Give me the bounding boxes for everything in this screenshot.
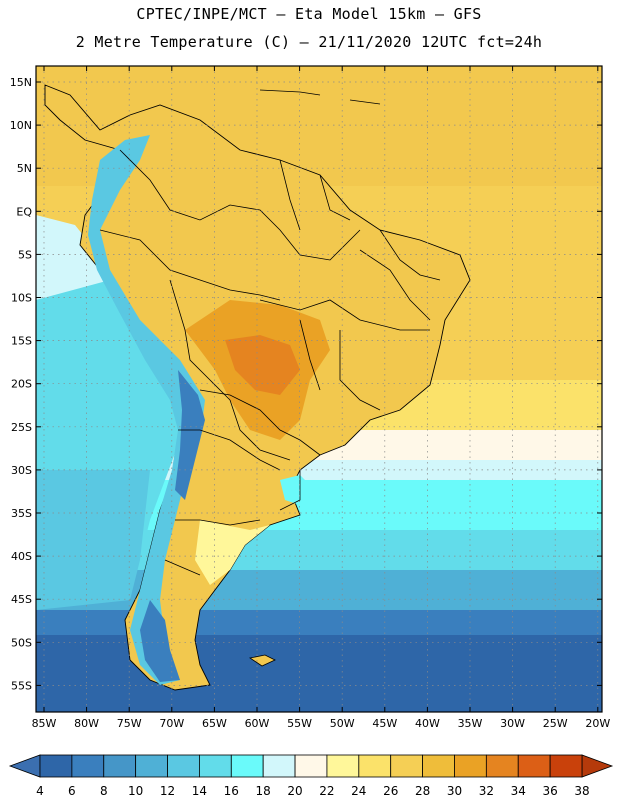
legend-swatches bbox=[39, 754, 583, 778]
lon-label: 50W bbox=[330, 717, 355, 730]
lon-label: 80W bbox=[74, 717, 99, 730]
legend-swatch bbox=[230, 754, 264, 778]
lat-label: 20S bbox=[11, 378, 32, 391]
lat-label: 10S bbox=[11, 292, 32, 305]
legend-label: 8 bbox=[100, 784, 108, 798]
lat-label: 40S bbox=[11, 550, 32, 563]
legend-swatch bbox=[358, 754, 392, 778]
legend-swatch bbox=[294, 754, 328, 778]
legend-swatch bbox=[326, 754, 360, 778]
andes-range bbox=[88, 135, 205, 685]
lon-label: 60W bbox=[245, 717, 270, 730]
lon-label: 75W bbox=[117, 717, 142, 730]
legend-label: 12 bbox=[160, 784, 175, 798]
legend-swatch bbox=[135, 754, 168, 778]
legend-labels: 4 6 8 10 12 14 16 18 20 22 24 26 28 30 32 34 36 38 bbox=[36, 784, 589, 798]
lon-label: 30W bbox=[500, 717, 525, 730]
legend-label: 28 bbox=[415, 784, 430, 798]
axis-ticks bbox=[36, 66, 602, 712]
pacific-light-water bbox=[36, 215, 110, 300]
legend-label: 34 bbox=[511, 784, 526, 798]
andes-south-high bbox=[140, 600, 180, 682]
legend-low-arrow bbox=[8, 754, 41, 778]
legend-swatch bbox=[517, 754, 551, 778]
longitude-labels: 85W 80W 75W 70W 65W 60W 55W 50W 45W 40W 35W 30W 25W 2… bbox=[32, 717, 611, 730]
legend-label: 36 bbox=[542, 784, 557, 798]
lat-label: 5S bbox=[18, 248, 32, 261]
country-borders bbox=[99, 149, 441, 576]
lat-label: 45S bbox=[11, 593, 32, 606]
legend-label: 20 bbox=[287, 784, 302, 798]
legend-label: 4 bbox=[36, 784, 44, 798]
legend-swatch bbox=[71, 754, 105, 778]
ocean-polar bbox=[36, 635, 602, 712]
legend-swatch bbox=[262, 754, 296, 778]
andes-high bbox=[175, 370, 205, 500]
legend-label: 22 bbox=[319, 784, 334, 798]
lat-label: 30S bbox=[11, 464, 32, 477]
legend-label: 14 bbox=[192, 784, 207, 798]
legend-swatch bbox=[422, 754, 455, 778]
lat-label: 15N bbox=[10, 76, 32, 89]
legend-swatch bbox=[199, 754, 232, 778]
legend-high-arrow bbox=[581, 754, 614, 778]
legend-label: 6 bbox=[68, 784, 76, 798]
southeast-cool-spot bbox=[280, 475, 315, 505]
legend-label: 24 bbox=[351, 784, 366, 798]
legend-swatch bbox=[549, 754, 583, 778]
lat-label: 5N bbox=[17, 162, 32, 175]
legend-label: 18 bbox=[256, 784, 271, 798]
lat-label: 25S bbox=[11, 421, 32, 434]
latitude-labels: 15N 10N 5N EQ 5S 10S 15S 20S 25S 30S 35S 40S 45S 50S 5… bbox=[10, 76, 33, 692]
lon-label: 85W bbox=[32, 717, 57, 730]
patagonia-mild bbox=[195, 520, 270, 585]
legend-swatch bbox=[390, 754, 423, 778]
lon-label: 25W bbox=[543, 717, 568, 730]
legend-swatch bbox=[485, 754, 519, 778]
map-field bbox=[36, 66, 602, 712]
legend-swatch bbox=[454, 754, 487, 778]
lon-label: 65W bbox=[202, 717, 227, 730]
lat-label: 50S bbox=[11, 636, 32, 649]
lon-label: 20W bbox=[585, 717, 610, 730]
legend-label: 26 bbox=[383, 784, 398, 798]
lat-label: 15S bbox=[11, 335, 32, 348]
lat-label: 10N bbox=[10, 119, 32, 132]
map-subtitle: 2 Metre Temperature (C) – 21/11/2020 12U… bbox=[75, 33, 543, 51]
falkland-islands bbox=[248, 654, 276, 667]
temperature-map: 15N 10N 5N EQ 5S 10S 15S 20S 25S 30S 35S 40S 45S 50S 5… bbox=[10, 65, 611, 730]
legend-label: 10 bbox=[128, 784, 143, 798]
lon-label: 70W bbox=[159, 717, 184, 730]
pacific-cold-water bbox=[36, 470, 150, 610]
legend-label: 30 bbox=[447, 784, 462, 798]
graticule bbox=[36, 66, 602, 712]
color-legend: 4 6 8 10 12 14 16 18 20 22 24 26 28 30 32 34 36 38 bbox=[8, 754, 614, 798]
caribbean-islands bbox=[259, 89, 381, 105]
legend-label: 38 bbox=[574, 784, 589, 798]
lat-label: 55S bbox=[11, 679, 32, 692]
lat-label: EQ bbox=[16, 205, 32, 218]
legend-label: 32 bbox=[479, 784, 494, 798]
lon-label: 55W bbox=[287, 717, 312, 730]
lon-label: 40W bbox=[415, 717, 440, 730]
map-title: CPTEC/INPE/MCT – Eta Model 15km – GFS bbox=[136, 5, 482, 23]
map-frame bbox=[35, 65, 603, 713]
lon-label: 45W bbox=[372, 717, 397, 730]
legend-label: 16 bbox=[224, 784, 239, 798]
hot-core bbox=[225, 335, 300, 395]
legend-swatch bbox=[103, 754, 137, 778]
legend-swatch bbox=[39, 754, 73, 778]
lon-label: 35W bbox=[458, 717, 483, 730]
lat-label: 35S bbox=[11, 507, 32, 520]
legend-swatch bbox=[167, 754, 200, 778]
